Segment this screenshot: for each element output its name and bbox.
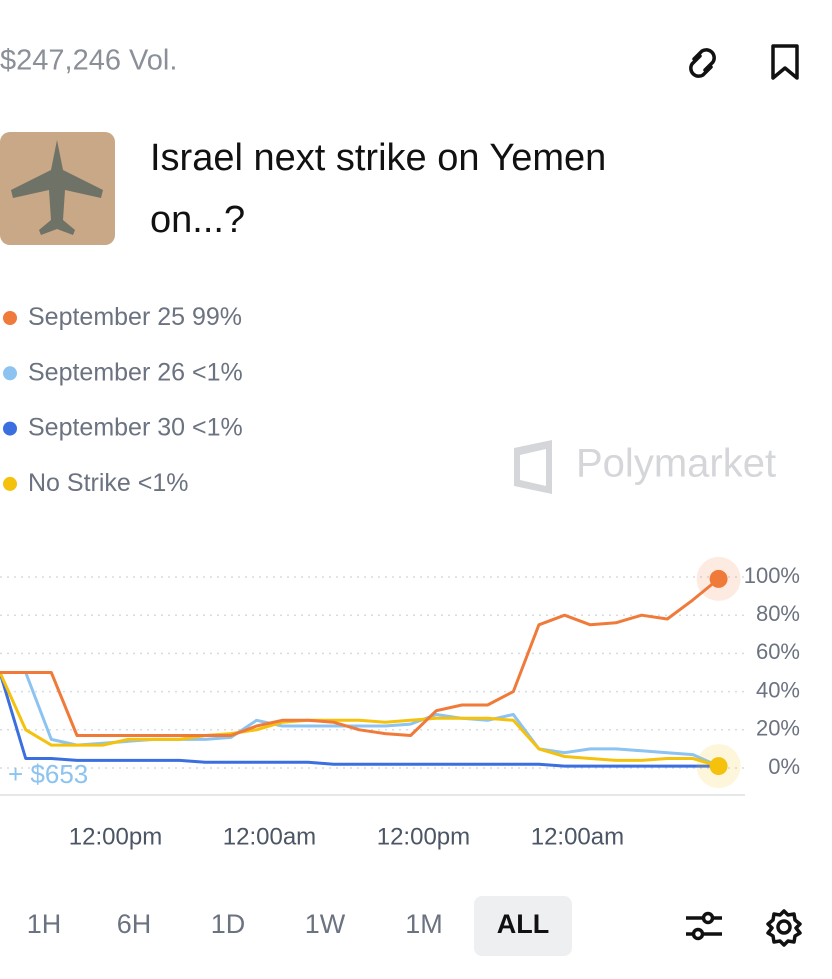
legend-value: <1% <box>192 358 243 386</box>
chart: September 25 99%September 26 <1%Septembe… <box>0 303 800 850</box>
legend-value: <1% <box>138 469 189 497</box>
y-tick-label: 80% <box>756 601 800 626</box>
legend-value: 99% <box>192 303 242 331</box>
series-line <box>0 672 719 768</box>
y-tick-label: 60% <box>756 639 800 664</box>
series-line <box>0 577 720 737</box>
legend-name: No Strike <box>28 469 131 497</box>
range-button[interactable]: ALL <box>497 909 549 939</box>
legend-name: September 30 <box>28 413 185 441</box>
legend-dot <box>3 366 17 381</box>
annotation: + $653 <box>8 759 88 789</box>
y-tick-label: 100% <box>744 563 800 588</box>
thumbnail <box>0 132 115 245</box>
title: Israel next strike on Yemen <box>150 137 606 179</box>
legend-entry: September 30 <1% <box>28 413 243 441</box>
watermark: Polymarket <box>514 440 776 494</box>
legend-name: September 26 <box>28 358 185 386</box>
range-button[interactable]: 1H <box>27 909 62 939</box>
range-button[interactable]: 6H <box>117 909 152 939</box>
legend-name: September 25 <box>28 303 185 331</box>
legend-value: <1% <box>192 413 243 441</box>
legend-dot <box>3 421 17 436</box>
legend-entry: September 26 <1% <box>28 358 243 386</box>
range-button[interactable]: 1D <box>211 909 246 939</box>
link-icon[interactable] <box>689 48 716 78</box>
x-tick-label: 12:00pm <box>377 823 470 850</box>
settings-sliders-icon[interactable] <box>686 911 722 941</box>
legend-dot <box>3 311 17 325</box>
selected-range <box>474 896 572 956</box>
y-tick-label: 20% <box>756 716 800 741</box>
x-tick-label: 12:00am <box>223 823 316 850</box>
series-line <box>0 671 720 768</box>
x-tick-label: 12:00am <box>531 823 624 850</box>
range-button[interactable]: 1W <box>305 909 346 939</box>
title: on...? <box>150 199 245 241</box>
y-tick-label: 0% <box>768 754 800 779</box>
end-point <box>709 757 728 776</box>
end-point <box>709 569 728 588</box>
legend-dot <box>3 476 17 491</box>
legend-entry: September 25 99% <box>28 303 242 331</box>
y-tick-label: 40% <box>756 677 800 702</box>
legend-entry: No Strike <1% <box>28 469 189 497</box>
bookmark-icon[interactable] <box>771 44 799 80</box>
range-button[interactable]: 1M <box>405 909 443 939</box>
x-tick-label: 12:00pm <box>69 823 162 850</box>
volume: $247,246 Vol. <box>0 45 177 77</box>
gear-icon[interactable] <box>766 909 802 947</box>
watermark-text: Polymarket <box>576 442 776 486</box>
